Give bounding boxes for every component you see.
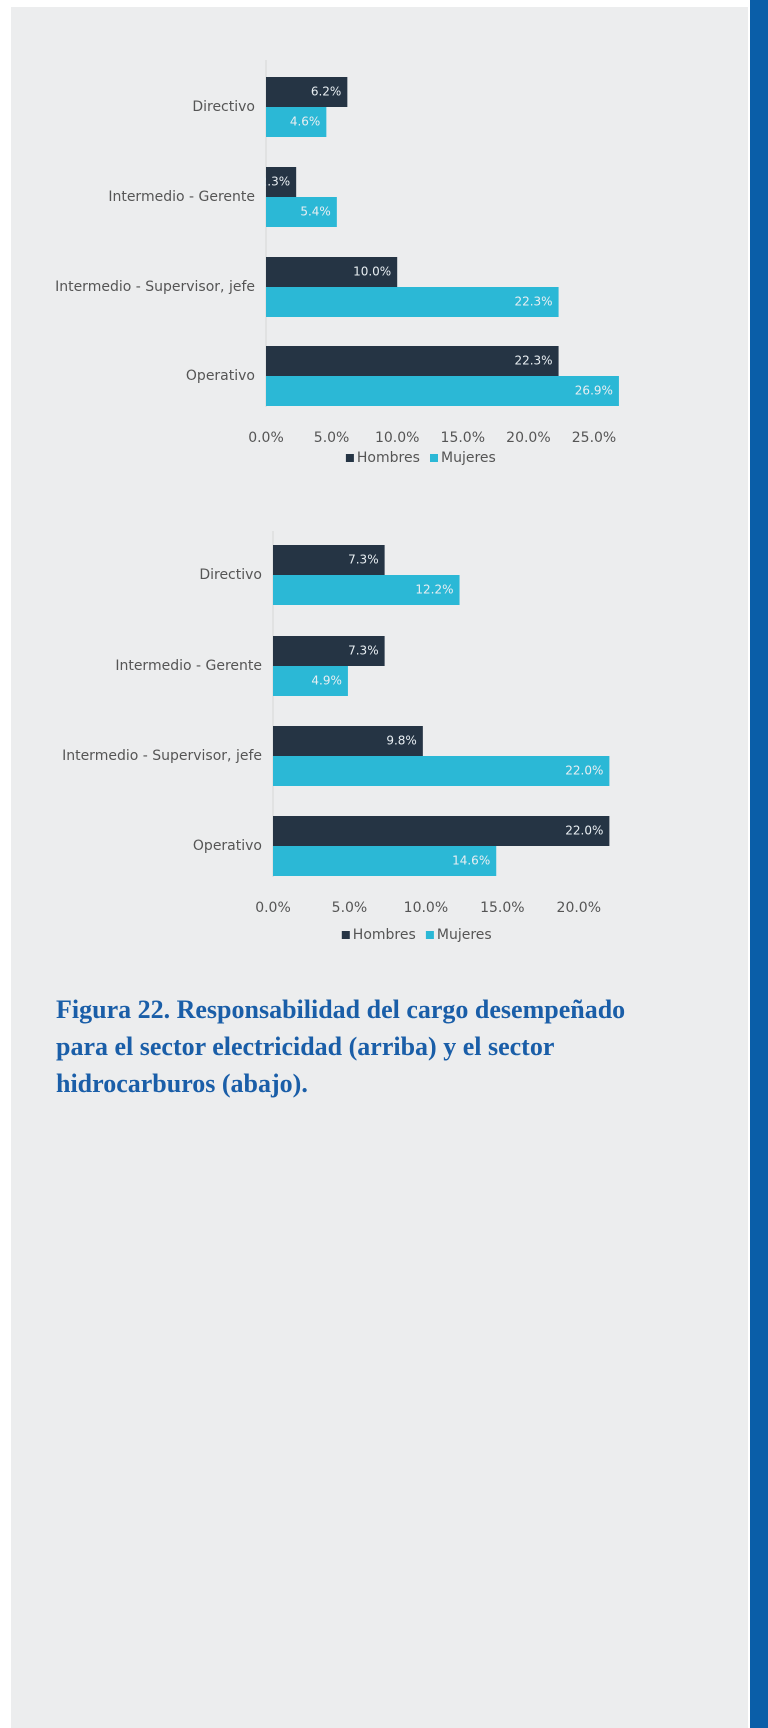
legend-label: Hombres [353,927,416,943]
bar [273,545,385,575]
value-label: 22.0% [565,764,603,778]
category-label: Intermedio - Gerente [108,189,255,205]
value-label: 4.9% [311,674,342,688]
bar [273,666,348,696]
x-tick-label: 5.0% [314,430,350,446]
value-label: 9.8% [386,734,417,748]
value-label: 7.3% [348,644,379,658]
bar [273,726,423,756]
value-label: 2.3% [260,175,291,189]
caption-line: hidrocarburos (abajo). [56,1069,308,1098]
value-label: 12.2% [415,583,453,597]
bar [266,107,327,137]
category-label: Intermedio - Supervisor, jefe [55,279,255,295]
value-label: 10.0% [353,265,391,279]
value-label: 26.9% [575,384,613,398]
category-label: Directivo [192,99,255,115]
value-label: 22.3% [514,295,552,309]
bar [266,346,559,376]
side-strip [750,0,768,1728]
value-label: 7.3% [348,553,379,567]
legend-label: Mujeres [437,927,492,943]
x-tick-label: 5.0% [332,900,368,916]
bar [273,816,610,846]
bar [266,167,297,197]
bar [266,376,619,406]
value-label: 5.4% [300,205,331,219]
x-tick-label: 0.0% [248,430,284,446]
value-label: 22.0% [565,824,603,838]
bar [273,756,610,786]
bar [273,636,385,666]
legend-label: Hombres [357,450,420,466]
category-label: Intermedio - Gerente [115,658,262,674]
x-tick-label: 15.0% [441,430,485,446]
x-tick-label: 20.0% [557,900,601,916]
value-label: 14.6% [452,854,490,868]
value-label: 4.6% [290,115,321,129]
legend-swatch [425,931,434,939]
x-tick-label: 15.0% [480,900,524,916]
bar [273,575,460,605]
legend-swatch [341,931,350,939]
category-label: Operativo [186,368,255,384]
x-tick-label: 20.0% [506,430,550,446]
x-tick-label: 10.0% [404,900,448,916]
caption-line: para el sector electricidad (arriba) y e… [56,1032,554,1061]
legend-swatch [430,454,438,462]
value-label: 22.3% [514,354,552,368]
legend-label: Mujeres [441,450,496,466]
bar [266,197,337,227]
category-label: Operativo [193,838,262,854]
x-tick-label: 10.0% [375,430,419,446]
category-label: Directivo [199,567,262,583]
x-tick-label: 0.0% [255,900,291,916]
bar [266,257,398,287]
category-label: Intermedio - Supervisor, jefe [62,748,262,764]
caption-line: Figura 22. Responsabilidad del cargo des… [56,995,625,1024]
x-tick-label: 25.0% [572,430,616,446]
bar [273,846,497,876]
value-label: 6.2% [311,85,342,99]
bar [266,287,559,317]
legend-swatch [345,454,354,462]
bar [266,77,348,107]
